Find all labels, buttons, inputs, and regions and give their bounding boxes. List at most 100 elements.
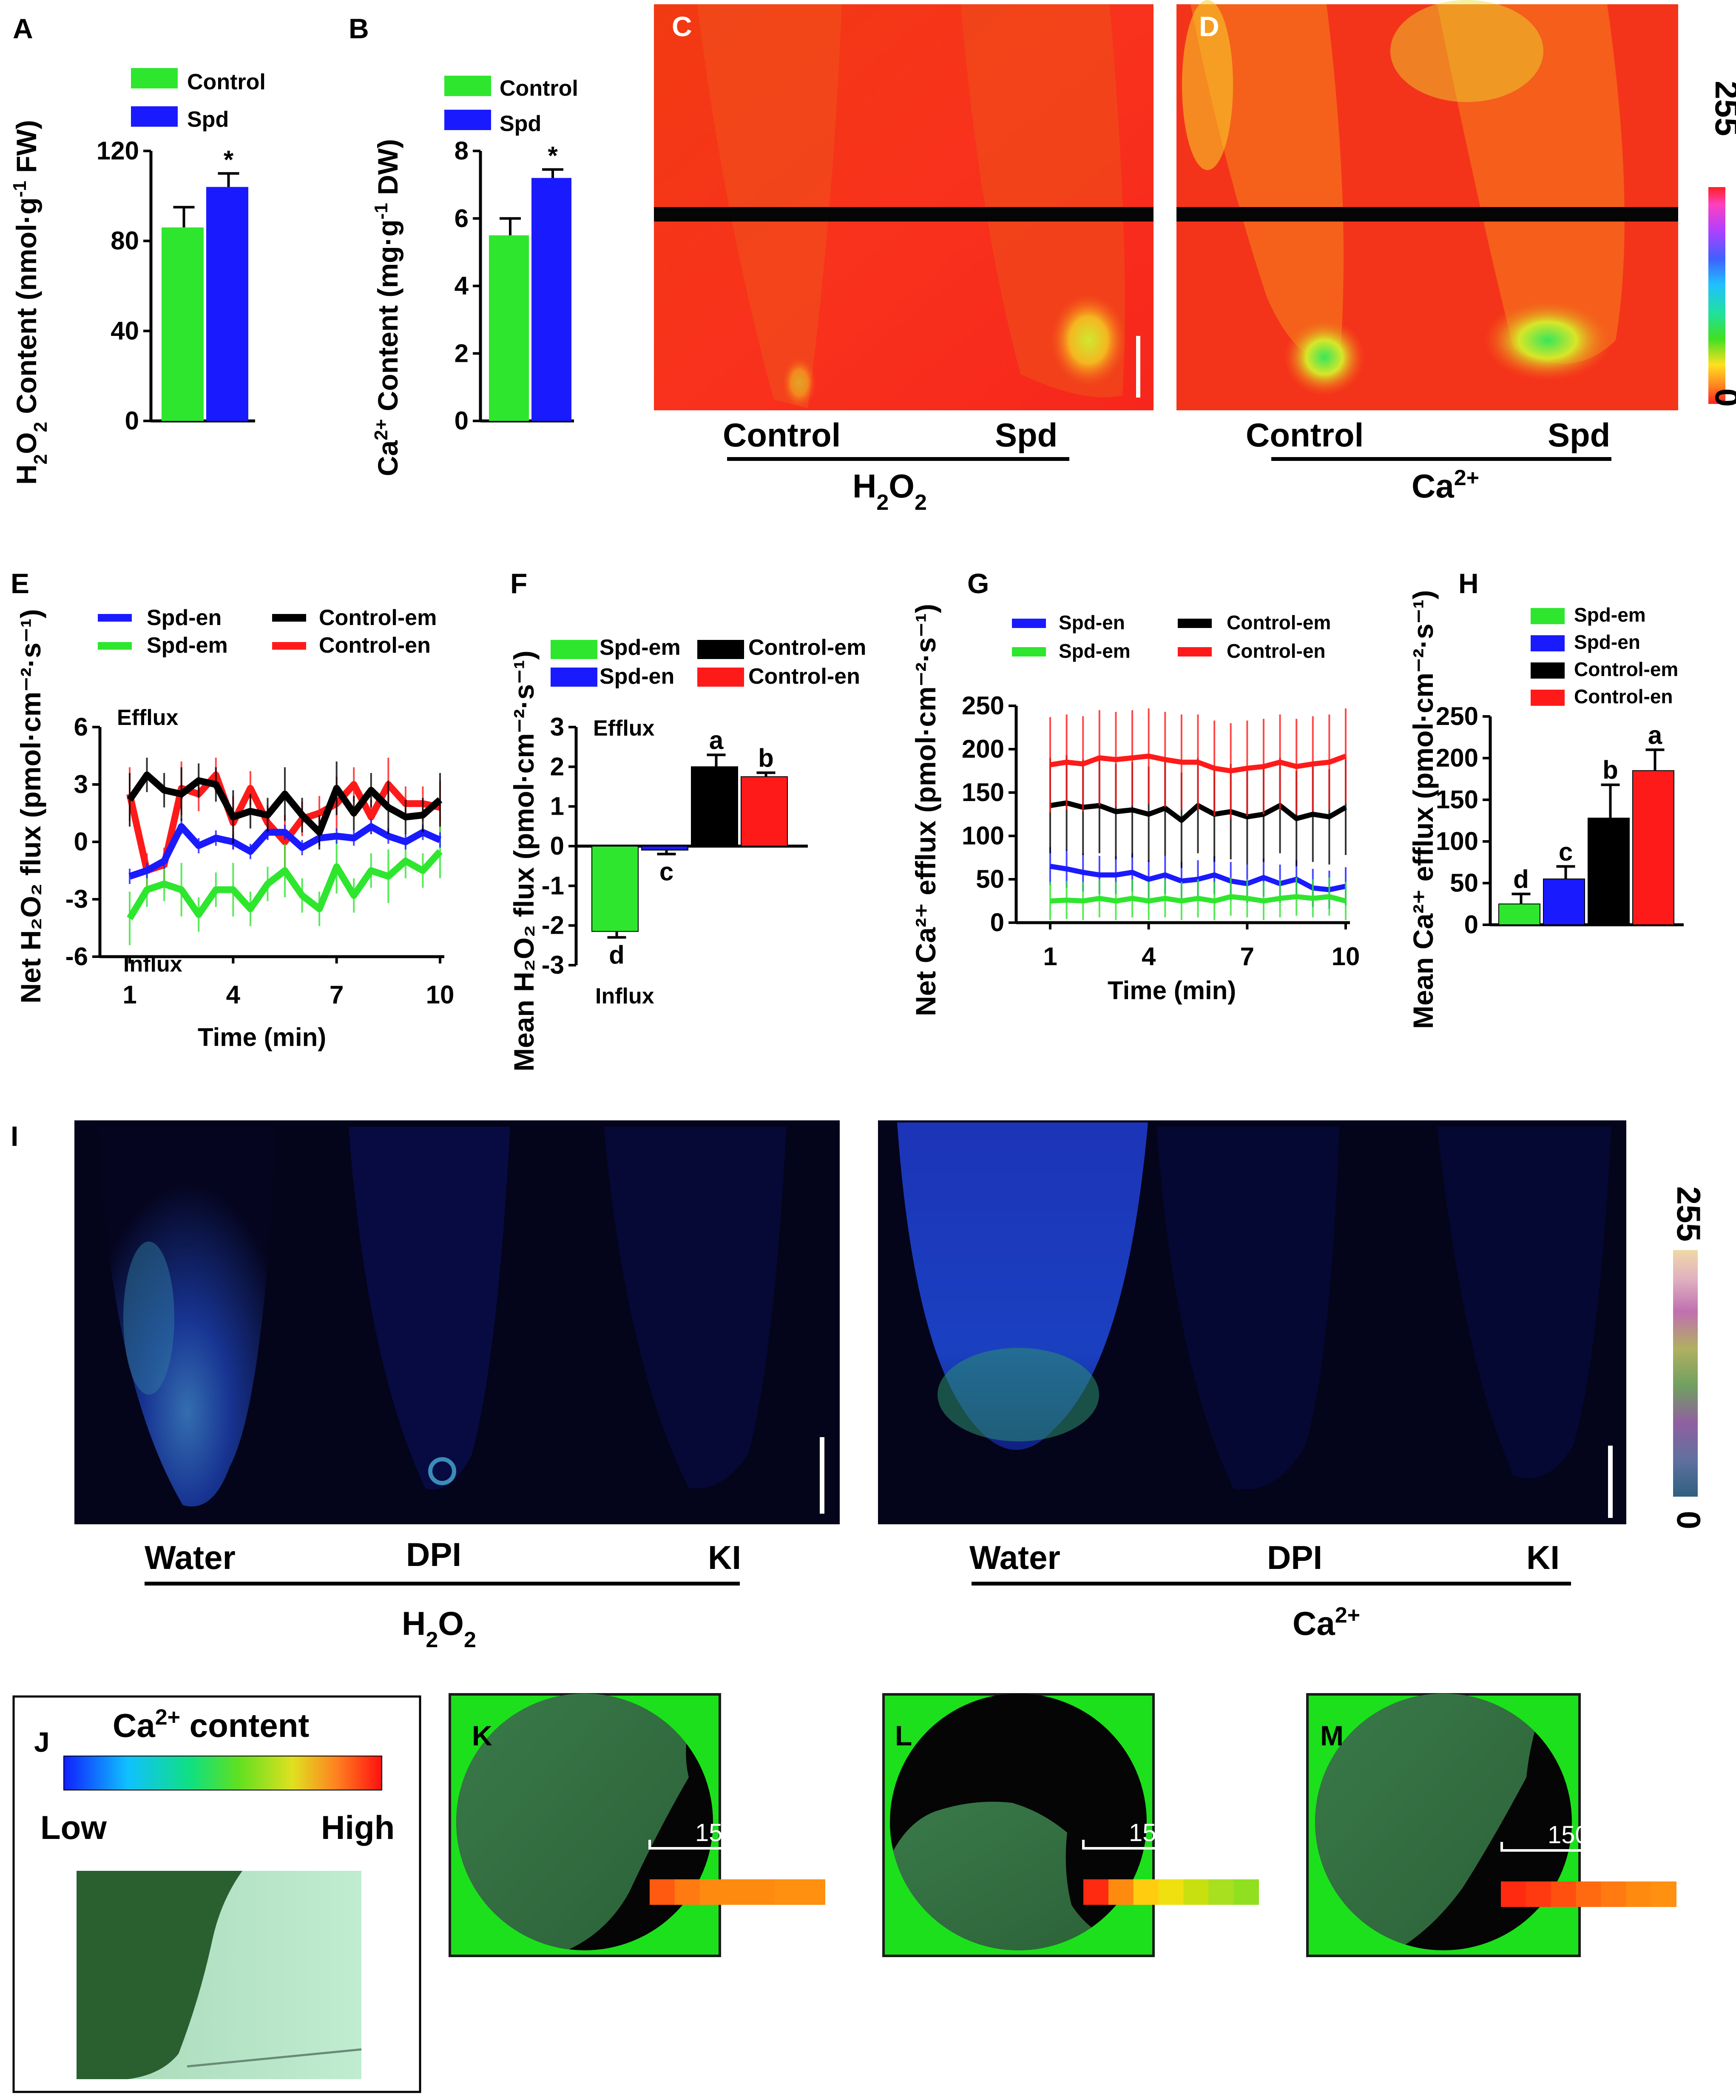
root-spd-outline: [1437, 4, 1625, 364]
series-line-spd-en: [128, 823, 442, 880]
panel-i-label: I: [11, 1120, 18, 1152]
color-scale-bar: [1673, 1250, 1698, 1497]
panel-g: G Spd-en Control-em Spd-em Control-en Ne…: [910, 568, 1360, 1016]
heat-cell: [1158, 1879, 1184, 1905]
legend-swatch-spd: [444, 110, 491, 130]
separator-bar: [1176, 207, 1678, 222]
series-line-control-em: [127, 771, 443, 836]
heat-cell: [1601, 1881, 1627, 1907]
col-label-water: Water: [145, 1539, 236, 1576]
legend-swatch-control-en: [1178, 647, 1212, 656]
heat-cell: [1651, 1881, 1676, 1907]
y-tick-label: 1: [550, 792, 564, 821]
root-dpi-tip: [428, 1457, 456, 1485]
x-tick-label: 10: [1332, 942, 1360, 971]
root-ki: [1437, 1127, 1611, 1478]
y-tick-label: 0: [990, 908, 1004, 937]
root-tip-control: [782, 357, 816, 408]
scale-bracket: [1500, 1842, 1676, 1852]
y-tick-label: -2: [542, 911, 564, 940]
ca-heat-strip: [1083, 1879, 1259, 1905]
heat-cell: [1183, 1879, 1209, 1905]
panel-m-label: M: [1320, 1720, 1344, 1751]
heat-cell: [800, 1879, 825, 1905]
col-label-ki: KI: [708, 1539, 741, 1576]
root-water: [98, 1127, 276, 1507]
legend-label-spd-en: Spd-en: [147, 605, 222, 630]
y-tick-label: -3: [542, 951, 564, 979]
x-tick-label: 1: [122, 980, 136, 1009]
y-tick-label: 50: [1450, 869, 1478, 897]
col-label-dpi: DPI: [406, 1536, 461, 1573]
legend-label-control: Control: [187, 70, 266, 94]
heat-cell: [1576, 1881, 1602, 1907]
root-ki: [604, 1127, 787, 1489]
root-tissue: [77, 1871, 242, 2079]
scale-bar: [1136, 336, 1140, 398]
bar-chart-f: -3 -2 -1 0 1 2 3 d c a b: [542, 713, 808, 979]
legend-swatch-spd-em: [551, 640, 597, 659]
ca-content-gradient: [63, 1756, 382, 1790]
bar-spd: [206, 187, 248, 421]
y-tick-label: 0: [455, 406, 469, 435]
root-control-outline: [697, 4, 842, 408]
cell-tissue: [1315, 1694, 1548, 1950]
panel-c: C Control Spd H2O2: [654, 4, 1154, 515]
significance-letter: c: [659, 858, 673, 886]
heat-cell: [1133, 1879, 1159, 1905]
heat-cell: [674, 1879, 700, 1905]
heat-cell: [1208, 1879, 1234, 1905]
electrode: [187, 2048, 362, 2068]
scale-max-label: 255: [1670, 1186, 1708, 1242]
root-tip-yellow: [1050, 293, 1127, 387]
legend-label-control-em: Control-em: [1227, 611, 1331, 634]
panel-f-label: F: [510, 568, 527, 599]
legend-label-spd-en: Spd-en: [600, 664, 674, 689]
color-scale-middle: 255 0: [1670, 1186, 1708, 1529]
panel-k: K 150um: [449, 1693, 826, 1957]
influx-label: Influx: [595, 984, 654, 1009]
heat-cell: [750, 1879, 776, 1905]
legend-swatch-spd-em: [1012, 647, 1046, 656]
panel-g-label: G: [967, 568, 989, 599]
panel-b: B Control Spd Ca2+ Content (mg·g-1 DW) 0…: [349, 13, 578, 476]
legend-swatch-spd: [131, 106, 178, 127]
line-chart-g: 0 50 100 150 200 250 1 4 7 10: [962, 691, 1360, 971]
legend-swatch-control-em: [697, 640, 744, 659]
legend-swatch-control: [444, 76, 491, 96]
panel-b-label: B: [349, 13, 369, 44]
root-dpi: [1156, 1127, 1339, 1489]
legend-label-spd-em: Spd-em: [600, 635, 681, 660]
panel-j-label: J: [34, 1726, 50, 1758]
legend-swatch-spd-en: [1531, 635, 1565, 651]
heat-cell: [1626, 1881, 1652, 1907]
legend-swatch-control-em: [272, 614, 306, 622]
y-tick-label: 200: [1436, 744, 1478, 772]
separator-bar: [654, 207, 1154, 222]
scale-indicator: 150um: [1500, 1821, 1676, 1907]
panel-h-label: H: [1458, 568, 1479, 599]
bar-chart-h: 0 50 100 150 200 250 d c b a: [1436, 702, 1684, 939]
ca-heat-strip: [1501, 1881, 1676, 1907]
col-label-spd: Spd: [1548, 416, 1610, 454]
significance-letter: a: [1648, 721, 1662, 749]
legend-swatch-spd-em: [1531, 608, 1565, 624]
panel-d-label: D: [1199, 11, 1219, 42]
bar-spd-em: [591, 846, 639, 932]
panel-l-label: L: [895, 1720, 912, 1751]
scale-label: 150um: [695, 1819, 770, 1847]
root-highlight: [938, 1348, 1099, 1441]
y-tick-label: 2: [455, 339, 469, 367]
legend-title: Ca2+ content: [113, 1705, 309, 1744]
y-tick-label: 40: [111, 316, 139, 345]
cell-tissue: [456, 1694, 697, 1950]
highlight-yellow: [1182, 0, 1233, 170]
scale-max-label: 255: [1708, 81, 1736, 136]
legend-label-control: Control: [500, 76, 578, 101]
bar-spd-en: [1543, 878, 1585, 925]
line-chart-e: -6 -3 0 3 6 1 4 7 10: [65, 713, 455, 1009]
col-label-dpi: DPI: [1267, 1539, 1322, 1576]
scale-indicator: 150um: [1082, 1819, 1260, 1905]
significance-star: *: [224, 145, 234, 174]
